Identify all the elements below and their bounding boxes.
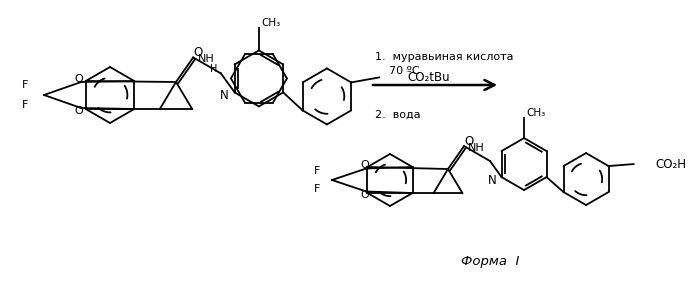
Text: O: O: [464, 135, 474, 148]
Text: 2.  вода: 2. вода: [375, 110, 421, 120]
Text: O: O: [360, 189, 368, 200]
Text: N: N: [220, 89, 229, 102]
Text: F: F: [314, 184, 320, 194]
Text: CO₂tBu: CO₂tBu: [408, 71, 449, 84]
Text: F: F: [22, 100, 28, 110]
Text: 1.  муравьиная кислота: 1. муравьиная кислота: [375, 52, 514, 62]
Text: F: F: [314, 166, 320, 176]
Text: CO₂H: CO₂H: [656, 157, 686, 171]
Text: F: F: [22, 80, 28, 90]
Text: CH₃: CH₃: [261, 19, 280, 28]
Text: NH: NH: [198, 55, 215, 64]
Text: CH₃: CH₃: [526, 108, 545, 118]
Text: O: O: [360, 160, 368, 171]
Text: 70 ºC: 70 ºC: [375, 66, 419, 76]
Text: Форма  I: Форма I: [461, 255, 519, 269]
Text: N: N: [488, 173, 496, 186]
Text: O: O: [75, 74, 83, 84]
Text: O: O: [194, 46, 203, 59]
Text: O: O: [75, 106, 83, 116]
Text: H: H: [210, 64, 218, 75]
Text: NH: NH: [468, 143, 484, 153]
